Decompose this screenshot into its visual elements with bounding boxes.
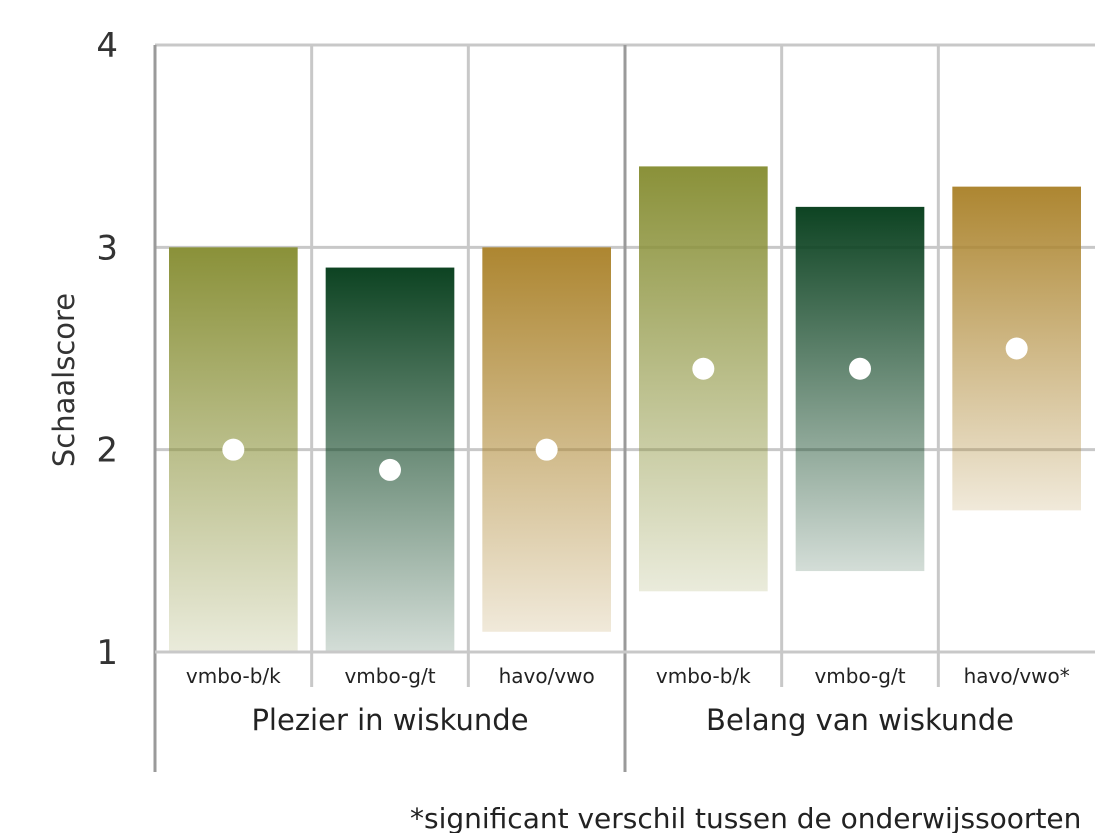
group-label: Belang van wiskunde: [706, 703, 1014, 737]
y-tick-label: 4: [96, 26, 118, 66]
group-label: Plezier in wiskunde: [251, 703, 528, 737]
mean-marker: [379, 458, 401, 481]
category-label: vmbo-g/t: [344, 664, 435, 688]
mean-marker: [692, 357, 715, 380]
footnote: *significant verschil tussen de onderwij…: [410, 802, 1081, 833]
mean-marker: [849, 357, 871, 380]
y-tick-label: 2: [96, 431, 118, 471]
category-label: havo/vwo*: [964, 664, 1070, 688]
y-tick-label: 3: [96, 228, 118, 268]
text-layer: 1 2 3 4 vmbo-b/k vmbo-g/t havo/vwo Plezier in w…: [96, 26, 1069, 737]
mean-marker: [535, 438, 558, 461]
y-tick-label: 1: [96, 633, 118, 673]
bar-vmbo-g-t-2: [795, 206, 925, 572]
category-label: vmbo-b/k: [186, 664, 281, 688]
category-label: havo/vwo: [499, 664, 595, 688]
mean-marker: [1005, 337, 1028, 360]
category-label: vmbo-g/t: [814, 664, 905, 688]
axis-layer: [153, 45, 1095, 772]
bar-layer: [169, 166, 1081, 653]
category-label: vmbo-b/k: [656, 664, 751, 688]
mean-marker: [222, 438, 245, 461]
y-axis-label: Schaalscore: [47, 293, 81, 467]
